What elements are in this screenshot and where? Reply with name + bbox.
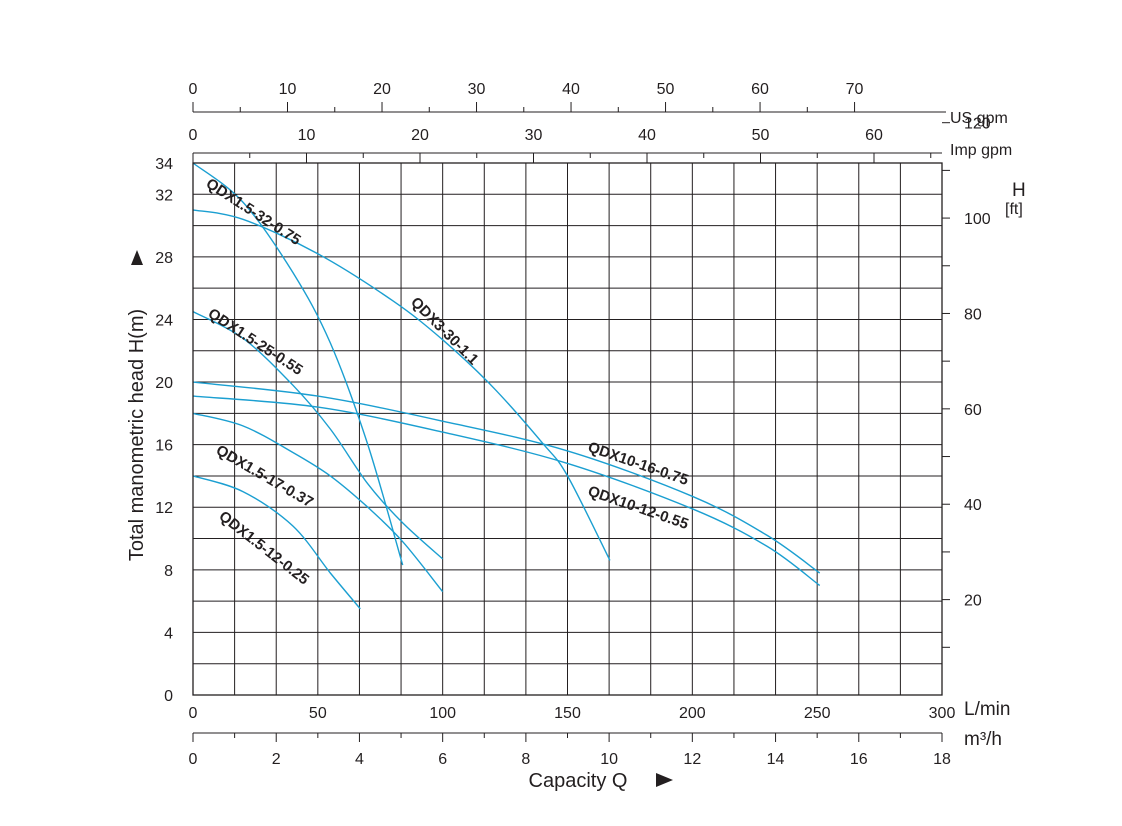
x-usgpm-tick-label: 10 xyxy=(279,81,297,98)
ft-tick-label: 20 xyxy=(964,593,982,610)
x-impgpm-tick-label: 0 xyxy=(189,127,198,144)
x-m3h-tick-label: 6 xyxy=(438,751,447,768)
x-m3h-tick-label: 8 xyxy=(521,751,530,768)
ft-tick-label: 80 xyxy=(964,306,982,323)
y-tick-label: 28 xyxy=(155,250,173,267)
x-m3h-tick-label: 10 xyxy=(600,751,618,768)
x-usgpm-tick-label: 70 xyxy=(846,81,864,98)
x-impgpm-tick-label: 50 xyxy=(752,127,770,144)
x-axis-arrow-icon xyxy=(656,773,673,787)
x-lmin-tick-label: 300 xyxy=(929,705,956,722)
y-tick-label: 24 xyxy=(155,312,173,329)
x-lmin-tick-label: 150 xyxy=(554,705,581,722)
x-lmin-tick-label: 250 xyxy=(804,705,831,722)
curve-QDX1.5-12-0.25 xyxy=(192,475,361,610)
x-m3h-tick-label: 4 xyxy=(355,751,364,768)
unit-imp-gpm: Imp gpm xyxy=(950,142,1012,159)
y-tick-label: 12 xyxy=(155,500,173,517)
x-axis-title: Capacity Q xyxy=(529,770,628,792)
ft-tick-label: 60 xyxy=(964,402,982,419)
x-lmin-tick-label: 100 xyxy=(429,705,456,722)
x-m3h-tick-label: 12 xyxy=(683,751,701,768)
ft-tick-label: 100 xyxy=(964,211,991,228)
x-lmin-tick-label: 200 xyxy=(679,705,706,722)
x-usgpm-tick-label: 50 xyxy=(657,81,675,98)
curve-label-QDX10-12-0.55: QDX10-12-0.55 xyxy=(586,483,691,533)
y-tick-label: 0 xyxy=(164,688,173,705)
curve-QDX10-16-0.75 xyxy=(192,381,821,574)
curve-label-QDX1.5-25-0.55: QDX1.5-25-0.55 xyxy=(205,305,306,379)
y-axis-title: Total manometric head H(m) xyxy=(126,309,148,561)
unit-us-gpm: US gpm xyxy=(950,110,1008,127)
x-m3h-tick-label: 2 xyxy=(272,751,281,768)
x-impgpm-tick-label: 20 xyxy=(411,127,429,144)
x-usgpm-tick-label: 30 xyxy=(468,81,486,98)
y-tick-label: 8 xyxy=(164,563,173,580)
y-tick-label: 34 xyxy=(155,156,173,173)
x-impgpm-tick-label: 10 xyxy=(298,127,316,144)
plot-frame xyxy=(192,162,943,696)
axes-frame xyxy=(192,102,950,742)
x-lmin-tick-label: 50 xyxy=(309,705,327,722)
ft-axis-unit: [ft] xyxy=(1005,201,1023,218)
x-usgpm-tick-label: 60 xyxy=(751,81,769,98)
y-tick-label: 20 xyxy=(155,375,173,392)
curve-QDX10-12-0.55 xyxy=(192,395,821,587)
unit-m3h: m³/h xyxy=(964,729,1002,750)
x-lmin-tick-label: 0 xyxy=(189,705,198,722)
x-impgpm-tick-label: 40 xyxy=(638,127,656,144)
x-usgpm-tick-label: 40 xyxy=(562,81,580,98)
ft-tick-label: 120 xyxy=(964,116,991,133)
x-m3h-tick-label: 16 xyxy=(850,751,868,768)
x-m3h-tick-label: 14 xyxy=(767,751,785,768)
x-usgpm-tick-label: 20 xyxy=(373,81,391,98)
curve-QDX1.5-17-0.37 xyxy=(192,412,444,593)
curve-QDX3-30-1.1 xyxy=(192,209,611,561)
x-impgpm-tick-label: 30 xyxy=(525,127,543,144)
curve-label-QDX10-16-0.75: QDX10-16-0.75 xyxy=(586,439,691,489)
curve-label-QDX1.5-12-0.25: QDX1.5-12-0.25 xyxy=(216,508,313,589)
ft-tick-label: 40 xyxy=(964,497,982,514)
x-m3h-tick-label: 18 xyxy=(933,751,951,768)
x-m3h-tick-label: 0 xyxy=(189,751,198,768)
curve-label-QDX1.5-32-0.75: QDX1.5-32-0.75 xyxy=(203,175,304,249)
x-usgpm-tick-label: 0 xyxy=(189,81,198,98)
performance-curves xyxy=(192,162,821,610)
y-axis-arrow-icon xyxy=(131,250,143,265)
x-impgpm-tick-label: 60 xyxy=(865,127,883,144)
curve-QDX1.5-25-0.55 xyxy=(192,310,444,560)
ft-axis-label: H xyxy=(1012,180,1026,201)
curve-QDX1.5-32-0.75 xyxy=(192,162,404,566)
grid xyxy=(193,163,942,695)
y-tick-label: 16 xyxy=(155,438,173,455)
y-tick-label: 32 xyxy=(155,187,173,204)
y-tick-label: 4 xyxy=(164,625,173,642)
curve-label-QDX3-30-1.1: QDX3-30-1.1 xyxy=(407,294,482,369)
unit-lmin: L/min xyxy=(964,699,1010,720)
